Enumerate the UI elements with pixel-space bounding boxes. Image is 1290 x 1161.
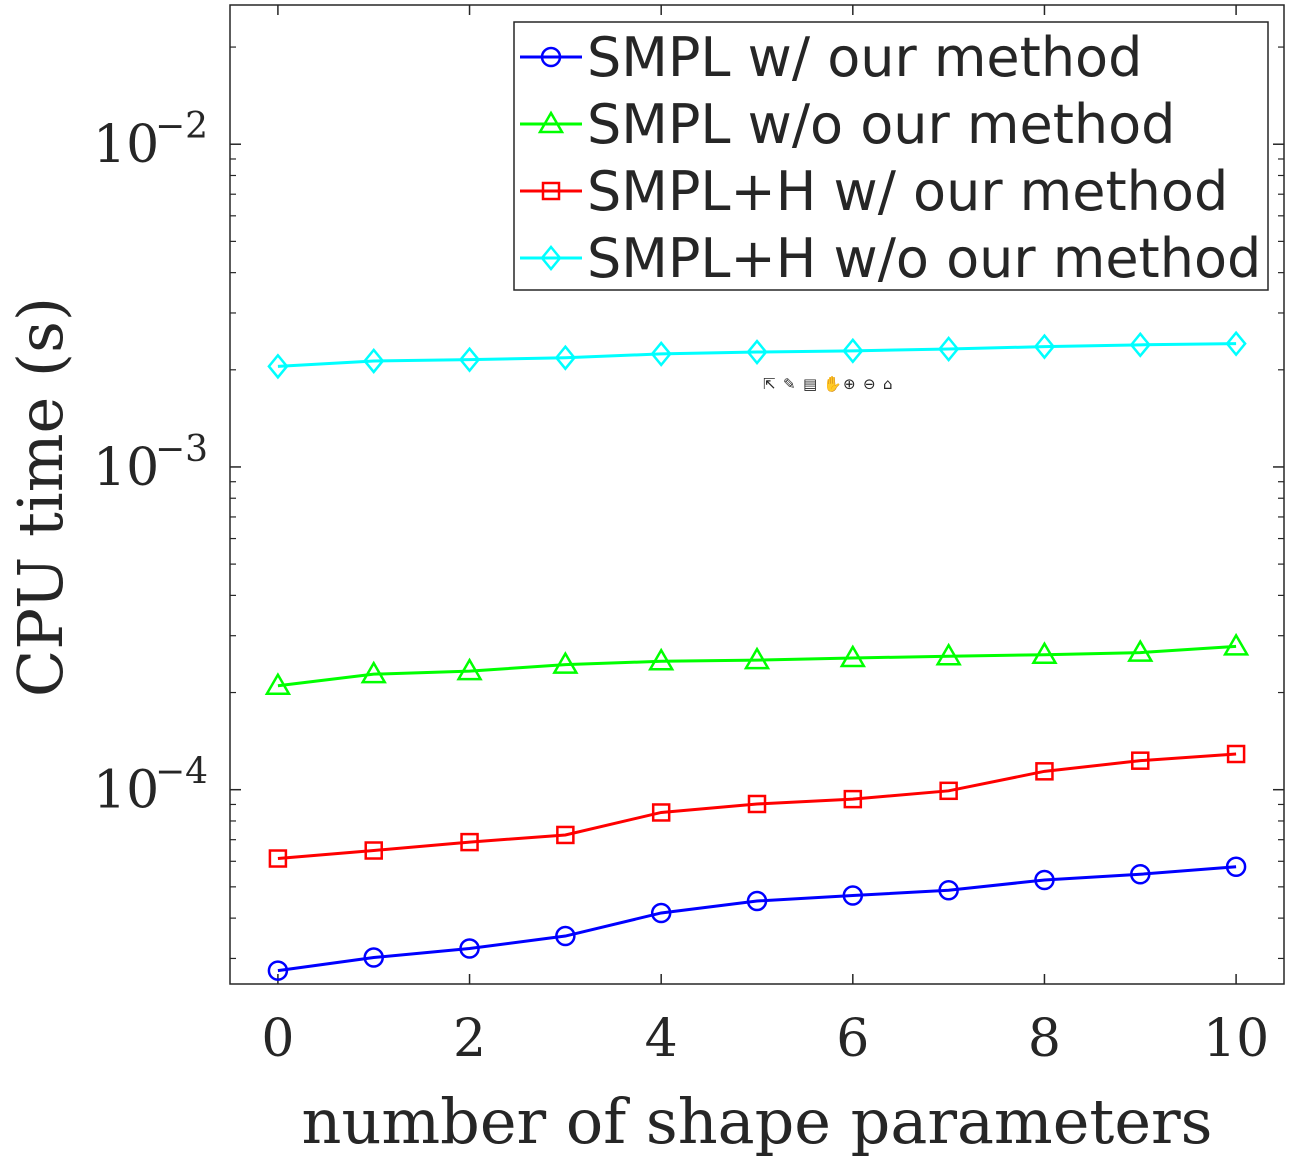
legend-item: SMPL+H w/ our method	[520, 160, 1228, 223]
data-point	[1222, 632, 1250, 656]
data-point	[458, 346, 481, 373]
series-line	[277, 644, 1237, 688]
series-line	[277, 342, 1237, 368]
data-point	[364, 841, 383, 860]
data-point	[363, 348, 385, 374]
data-point	[363, 947, 384, 968]
x-tick-label: 2	[453, 1009, 486, 1069]
data-point	[938, 880, 959, 901]
data-point	[747, 794, 767, 814]
data-point	[1130, 864, 1151, 885]
data-point	[842, 885, 864, 906]
y-tick-label-exponent: −4	[155, 752, 208, 793]
data-point	[746, 890, 768, 912]
y-tick-label-base: 10	[93, 115, 159, 175]
legend-marker	[541, 181, 561, 201]
series-0	[267, 856, 1247, 981]
legend-marker	[537, 110, 565, 134]
data-point	[1226, 744, 1246, 764]
series-3	[267, 330, 1247, 380]
legend-item: SMPL w/ our method	[520, 26, 1142, 89]
data-point	[267, 960, 289, 981]
y-tick-label: 10−2	[93, 106, 208, 175]
data-point	[556, 825, 575, 845]
data-point	[552, 651, 579, 674]
data-point	[842, 337, 864, 364]
data-point	[648, 647, 675, 671]
data-point	[1031, 641, 1058, 664]
data-point	[264, 672, 292, 695]
series-1	[264, 632, 1250, 695]
data-point	[1127, 639, 1154, 662]
data-point	[555, 925, 576, 947]
x-tick-label: 0	[261, 1009, 294, 1069]
x-tick-label: 8	[1028, 1009, 1061, 1069]
data-point	[939, 781, 958, 801]
series-line	[277, 752, 1237, 861]
data-point	[460, 832, 479, 852]
y-tick-label-base: 10	[93, 761, 159, 821]
data-point	[935, 642, 962, 666]
y-tick-label-exponent: −3	[155, 429, 208, 470]
legend-label: SMPL w/o our method	[587, 93, 1175, 156]
data-point	[650, 902, 672, 924]
y-tick-label-base: 10	[93, 438, 159, 498]
legend-label: SMPL w/ our method	[587, 26, 1142, 89]
data-point	[554, 344, 576, 371]
series-2	[268, 744, 1246, 868]
data-point	[456, 657, 483, 681]
x-axis-label: number of shape parameters	[302, 1085, 1213, 1158]
data-point	[268, 849, 288, 868]
legend-item: SMPL w/o our method	[520, 93, 1175, 156]
y-tick-label: 10−4	[93, 752, 208, 821]
data-point	[360, 660, 387, 684]
legend-box	[513, 21, 1269, 291]
data-point	[746, 339, 768, 366]
y-tick-label: 10−3	[93, 429, 208, 498]
data-point	[650, 340, 672, 367]
export-icon: ⇱	[763, 375, 776, 393]
data-point	[1034, 869, 1055, 891]
brush-icon: ✎	[783, 375, 796, 393]
data-point	[459, 938, 480, 959]
data-point	[743, 646, 771, 670]
data-point	[1225, 330, 1247, 357]
data-point	[1129, 331, 1151, 358]
legend-label: SMPL+H w/o our method	[587, 227, 1261, 290]
data-series-group	[264, 330, 1250, 981]
data-point	[839, 644, 866, 668]
x-tick-label: 10	[1203, 1009, 1269, 1069]
zoom-out-icon: ⊖	[863, 375, 876, 393]
zoom-in-icon: ⊕	[843, 375, 856, 393]
x-tick-label: 6	[836, 1009, 869, 1069]
data-point	[843, 789, 863, 809]
legend-marker	[540, 245, 562, 271]
data-point	[1033, 333, 1056, 360]
pan-icon: ✋	[823, 375, 842, 393]
y-tick-label-exponent: −2	[155, 106, 208, 147]
legend-marker	[540, 46, 562, 68]
datatip-icon: ▤	[803, 375, 817, 393]
data-point	[267, 353, 289, 380]
axes-toolbar: ⇱ ✎ ▤ ✋ ⊕ ⊖ ⌂	[763, 375, 893, 393]
series-line	[277, 865, 1237, 973]
legend-label: SMPL+H w/ our method	[587, 160, 1228, 223]
plot-area-frame	[229, 4, 1285, 985]
data-point	[1131, 751, 1150, 770]
y-axis-label: CPU time (s)	[4, 297, 77, 697]
x-tick-label: 4	[645, 1009, 678, 1069]
data-point	[1225, 856, 1247, 878]
data-point	[1035, 762, 1054, 781]
legend-item: SMPL+H w/o our method	[520, 227, 1261, 290]
data-point	[938, 336, 960, 362]
data-point	[651, 803, 671, 822]
home-icon: ⌂	[883, 375, 893, 393]
